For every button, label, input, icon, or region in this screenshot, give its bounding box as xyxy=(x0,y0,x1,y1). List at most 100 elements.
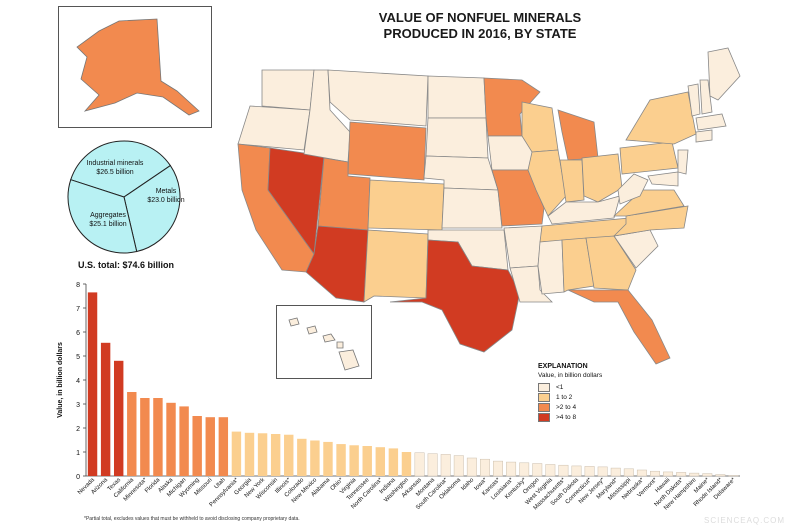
y-tick-label: 8 xyxy=(76,282,80,289)
state-new-mexico xyxy=(363,229,429,303)
bar xyxy=(715,474,726,477)
map-legend: EXPLANATION Value, in billion dollars <1… xyxy=(538,362,658,422)
legend-swatch xyxy=(538,412,550,422)
state-new-hampshire xyxy=(699,79,713,115)
bar xyxy=(571,465,582,477)
bar xyxy=(623,468,634,477)
bar xyxy=(479,458,490,477)
bar xyxy=(545,464,556,477)
state-georgia xyxy=(585,235,637,291)
bar xyxy=(650,470,660,477)
bar xyxy=(100,342,111,476)
bar xyxy=(127,392,137,476)
legend-subtitle: Value, in billion dollars xyxy=(538,372,603,379)
footnote: *Partial total, excludes values that mus… xyxy=(84,516,300,522)
bar xyxy=(702,473,713,477)
bar xyxy=(310,440,320,476)
bar xyxy=(493,460,503,477)
bar xyxy=(323,441,333,476)
bar xyxy=(427,453,438,477)
bar xyxy=(218,417,229,476)
x-tick-label: Idaho xyxy=(460,477,475,492)
bar xyxy=(166,402,176,476)
bar xyxy=(179,406,189,476)
y-tick-label: 1 xyxy=(76,450,80,457)
bar xyxy=(663,471,674,477)
legend-item: 1 to 2 xyxy=(538,392,658,402)
y-tick-label: 5 xyxy=(76,354,80,361)
bar xyxy=(610,467,621,477)
bar xyxy=(140,398,150,476)
legend-item: >2 to 4 xyxy=(538,402,658,412)
bar xyxy=(231,431,242,476)
state-wyoming xyxy=(347,121,427,181)
us-map xyxy=(237,47,741,365)
state-florida xyxy=(567,289,671,365)
state-oregon xyxy=(237,105,311,151)
legend-item: <1 xyxy=(538,382,658,392)
legend-swatch xyxy=(538,402,550,412)
bar xyxy=(506,461,517,477)
bar xyxy=(689,472,700,477)
bar xyxy=(519,462,530,477)
state-massachusetts xyxy=(695,113,727,131)
state-south-dakota xyxy=(425,117,489,159)
pie-label-aggregates: Aggregates $25.1 billion xyxy=(89,212,127,228)
legend-swatch xyxy=(538,392,550,402)
state-ohio xyxy=(581,153,623,203)
bar xyxy=(113,360,124,476)
state-indiana xyxy=(559,159,585,203)
state-maryland xyxy=(647,171,679,187)
state-new-jersey xyxy=(677,149,689,175)
alaska-inset xyxy=(58,6,212,128)
pie-slice xyxy=(70,140,172,198)
state-texas xyxy=(389,239,521,353)
legend-item: >4 to 8 xyxy=(538,412,658,422)
bar xyxy=(532,463,543,477)
pie-label-metals: Metals $23.0 billion xyxy=(147,188,185,204)
bar xyxy=(375,447,386,476)
bar xyxy=(636,469,647,477)
bar xyxy=(192,416,202,476)
bar xyxy=(336,444,346,476)
legend-swatch xyxy=(538,382,550,392)
bar xyxy=(270,434,281,476)
state-north-dakota xyxy=(427,75,487,119)
state-pennsylvania xyxy=(619,141,679,175)
state-alabama xyxy=(561,237,595,293)
bar xyxy=(414,452,425,477)
bar xyxy=(558,464,569,477)
y-tick-label: 2 xyxy=(76,426,80,433)
state-maine xyxy=(707,47,741,101)
pie-chart: Industrial minerals $26.5 billion Metals $… xyxy=(62,135,192,259)
bar xyxy=(205,417,215,476)
y-tick-label: 0 xyxy=(76,474,80,481)
state-connecticut xyxy=(695,129,713,143)
bar xyxy=(284,434,294,476)
state-michigan xyxy=(557,109,599,161)
state-alaska xyxy=(76,18,200,116)
state-north-carolina xyxy=(612,205,689,237)
y-tick-label: 7 xyxy=(76,306,80,313)
state-colorado xyxy=(367,179,445,231)
state-hawaii xyxy=(338,349,360,371)
y-tick-label: 6 xyxy=(76,330,80,337)
pie-slice xyxy=(123,164,181,253)
state-wisconsin xyxy=(521,101,559,153)
state-washington xyxy=(261,69,315,111)
map-title: VALUE OF NONFUEL MINERALS PRODUCED IN 20… xyxy=(378,10,582,41)
state-kansas xyxy=(441,187,503,229)
y-tick-label: 3 xyxy=(76,402,80,409)
bar xyxy=(257,433,268,476)
bar xyxy=(297,438,307,476)
watermark: SCIENCEAQ.COM xyxy=(704,516,786,525)
bar xyxy=(388,448,399,476)
legend-title: EXPLANATION xyxy=(538,363,588,370)
bar xyxy=(466,457,477,477)
pie-total-label: U.S. total: $74.6 billion xyxy=(78,260,175,270)
state-montana xyxy=(327,69,429,127)
bar xyxy=(244,432,255,476)
bar xyxy=(453,455,464,477)
state-mississippi xyxy=(537,239,565,295)
